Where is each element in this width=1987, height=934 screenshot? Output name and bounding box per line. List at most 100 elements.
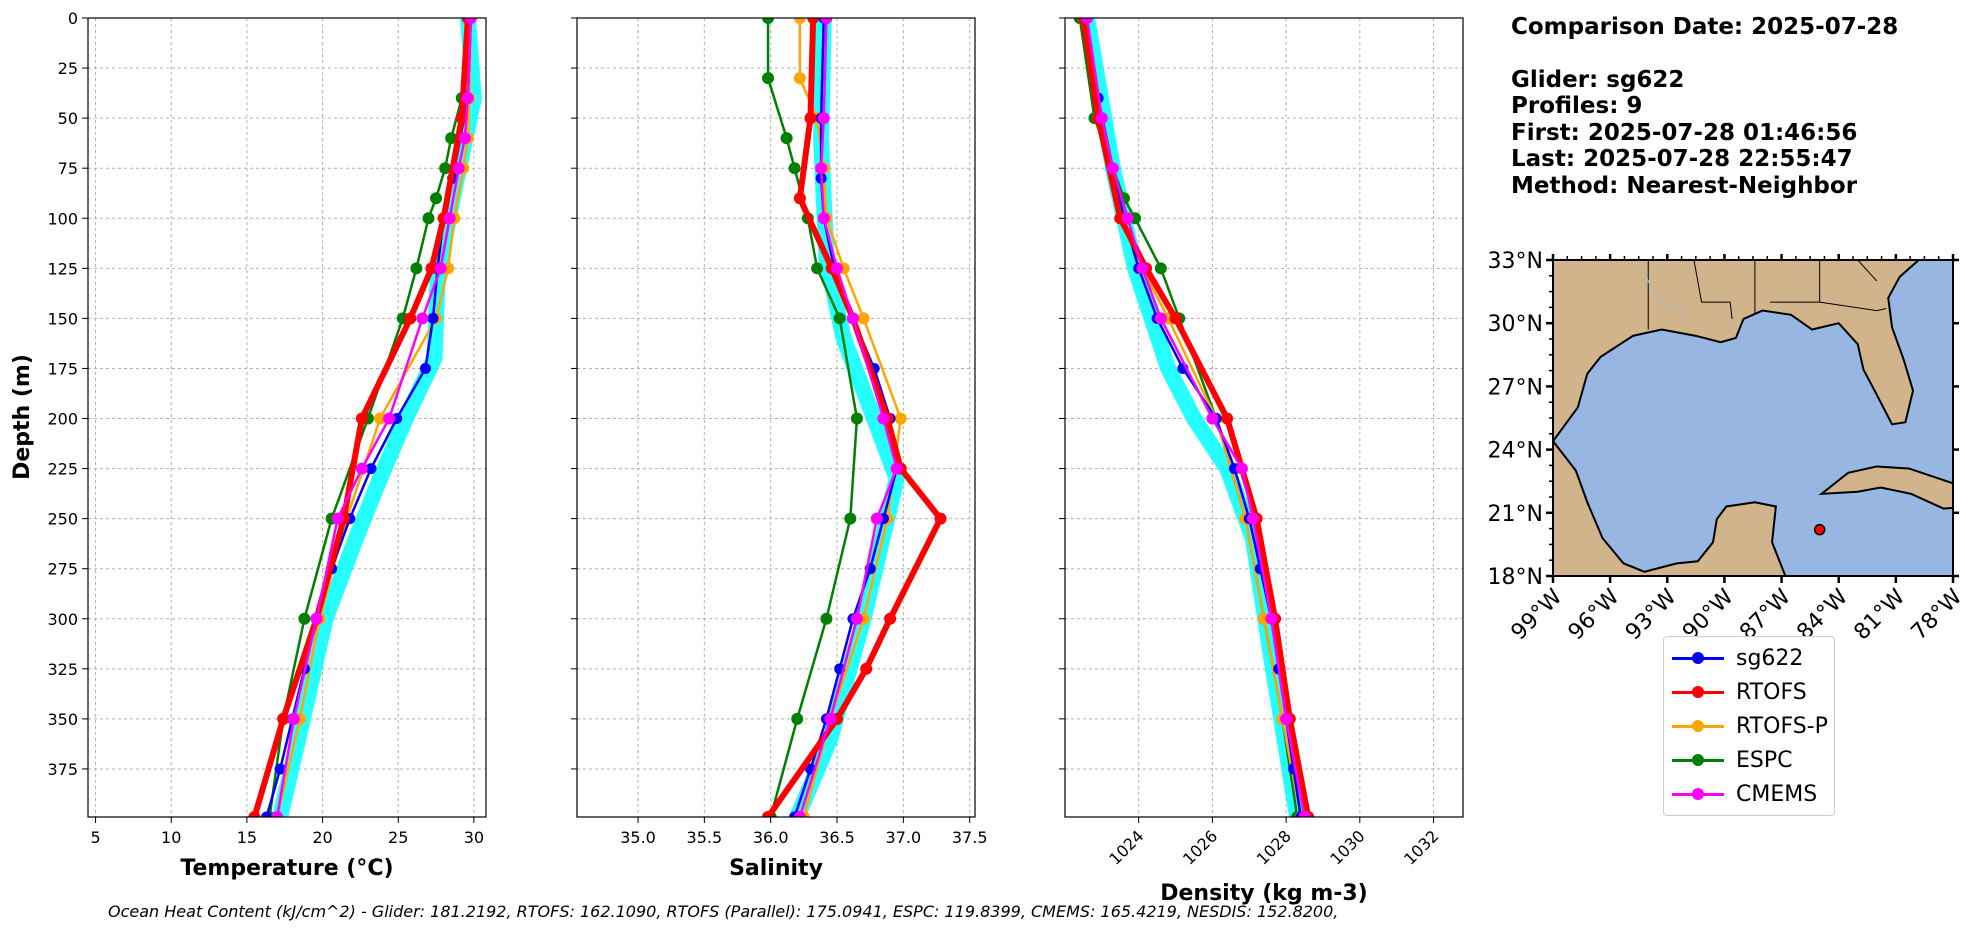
y-tick-label: 150 — [47, 309, 78, 328]
y-tick-label: 0 — [68, 9, 78, 28]
espc-point — [298, 612, 311, 625]
glider-name: Glider: sg622 — [1511, 66, 1685, 93]
rtofs-point — [884, 612, 897, 625]
cmems-point — [831, 262, 844, 275]
rtofs-p-line — [798, 18, 902, 817]
lon-tick-label: 81°W — [1849, 584, 1910, 645]
y-tick-label: 200 — [47, 410, 78, 429]
gulf-of-mexico — [1553, 260, 1953, 576]
y-tick-label: 100 — [47, 209, 78, 228]
state-border — [1819, 301, 1887, 312]
legend-swatch — [1672, 682, 1724, 702]
x-tick-label: 1024 — [1105, 826, 1147, 868]
espc-point — [445, 132, 458, 145]
espc-point — [762, 72, 775, 85]
cmems-point — [815, 162, 828, 175]
cmems-point — [877, 412, 890, 425]
cmems-point — [1265, 612, 1278, 625]
legend-swatch — [1672, 716, 1724, 736]
rtofs-point — [455, 112, 468, 125]
y-tick-label: 325 — [47, 660, 78, 679]
x-tick-label: 20 — [312, 828, 332, 847]
y-tick-label: 225 — [47, 460, 78, 479]
legend-item: RTOFS — [1664, 675, 1834, 709]
x-axis-label: Temperature (°C) — [180, 856, 393, 881]
cmems-point — [1121, 212, 1134, 225]
cmems-point — [452, 162, 465, 175]
cmems-point — [1280, 712, 1293, 725]
espc-point — [430, 192, 443, 205]
cuba — [1818, 465, 1953, 510]
rtofs-p-point — [857, 312, 870, 325]
legend-swatch — [1672, 784, 1724, 804]
cmems-point — [355, 462, 368, 475]
espc-line — [766, 18, 859, 817]
axes-frame — [576, 17, 976, 818]
cmems-point — [416, 312, 429, 325]
rtofs-point — [277, 712, 290, 725]
cmems-point — [817, 112, 830, 125]
lon-tick-label: 78°W — [1907, 584, 1968, 645]
x-tick-label: 1030 — [1326, 826, 1368, 868]
rtofs-point — [793, 192, 806, 205]
cmems-point — [287, 712, 300, 725]
rtofs-line — [251, 18, 471, 817]
rtofs-point — [807, 18, 820, 24]
legend-label: RTOFS — [1736, 679, 1807, 705]
legend-item: CMEMS — [1664, 777, 1834, 811]
cmems-point — [1246, 512, 1259, 525]
x-tick-label: 1032 — [1400, 826, 1442, 868]
plot-area — [762, 18, 947, 817]
legend-label: RTOFS-P — [1736, 713, 1828, 739]
espc-point — [780, 132, 793, 145]
density-panel: 1024 1026 1028 1030 1032 Density (kg m-3) — [1059, 17, 1464, 906]
cmems-point — [1206, 412, 1219, 425]
cmems-point — [1235, 462, 1248, 475]
plot-area — [248, 18, 482, 817]
state-border — [1693, 260, 1733, 320]
cmems-point — [870, 512, 883, 525]
x-tick-label: 10 — [161, 828, 181, 847]
x-tick-label: 37.0 — [886, 828, 922, 847]
cmems-point — [434, 262, 447, 275]
ocean-heat-content-footer: Ocean Heat Content (kJ/cm^2) - Glider: 1… — [108, 902, 1339, 921]
rtofs-point — [804, 112, 817, 125]
y-tick-label: 125 — [47, 259, 78, 278]
x-tick-label: 35.5 — [687, 828, 723, 847]
y-tick-label: 275 — [47, 560, 78, 579]
sg622-point — [427, 312, 439, 324]
x-tick-label: 37.5 — [952, 828, 988, 847]
cmems-point — [310, 612, 323, 625]
rtofs-point — [1169, 312, 1182, 325]
espc-point — [439, 162, 452, 175]
rtofs-point — [248, 811, 261, 817]
lat-tick-label: 33°N — [1488, 249, 1543, 274]
legend-swatch — [1672, 750, 1724, 770]
first-time: First: 2025-07-28 01:46:56 — [1511, 119, 1858, 146]
cmems-line — [798, 18, 898, 817]
cmems-point — [383, 412, 396, 425]
profile-count: Profiles: 9 — [1511, 93, 1643, 119]
x-tick-label: 30 — [464, 828, 484, 847]
lat-tick-label: 27°N — [1488, 375, 1543, 400]
lon-tick-label: 96°W — [1564, 584, 1625, 645]
sg622-point — [261, 811, 273, 817]
sg622-point — [365, 463, 377, 475]
y-tick-label: 350 — [47, 710, 78, 729]
legend-label: ESPC — [1736, 747, 1793, 773]
cmems-point — [820, 18, 833, 24]
y-tick-label: 175 — [47, 359, 78, 378]
cmems-point — [817, 212, 830, 225]
salinity-panel: 35.0 35.5 36.0 36.5 37.0 37.5 Salinity — [571, 17, 988, 881]
espc-point — [410, 262, 423, 275]
cmems-point — [1154, 312, 1167, 325]
x-tick-label: 1028 — [1253, 826, 1295, 868]
lon-tick-label: 99°W — [1507, 584, 1568, 645]
cmems-point — [890, 462, 903, 475]
gulf-of-mexico-map: 33°N30°N27°N24°N21°N18°N99°W96°W93°W90°W… — [1488, 249, 1968, 645]
x-tick-label: 36.5 — [819, 828, 855, 847]
espc-point — [788, 162, 801, 175]
y-tick-label: 25 — [58, 59, 78, 78]
espc-point — [811, 262, 824, 275]
